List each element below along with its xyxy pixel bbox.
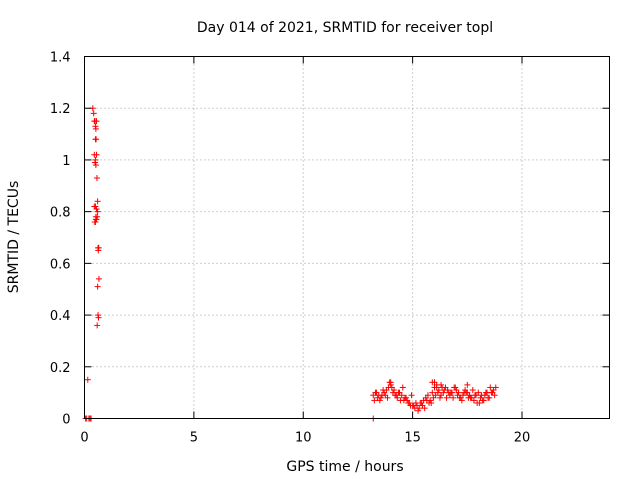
data-point — [394, 394, 401, 401]
grid — [84, 56, 610, 419]
y-tick-label: 0.2 — [50, 361, 71, 376]
data-point — [459, 392, 466, 399]
data-point — [376, 397, 383, 404]
data-point — [461, 389, 468, 396]
data-point — [452, 384, 459, 391]
y-tick-label: 1.4 — [50, 51, 71, 66]
data-point — [436, 394, 443, 401]
data-point — [398, 392, 405, 399]
data-point — [93, 118, 100, 125]
data-point — [92, 159, 98, 166]
data-point — [464, 381, 471, 388]
data-point — [397, 397, 404, 404]
data-point — [84, 376, 91, 383]
data-point — [417, 399, 424, 406]
data-point — [395, 389, 402, 396]
data-point — [95, 314, 102, 321]
y-axis-label: SRMTID / TECUs — [6, 181, 22, 294]
y-tick-label: 0.8 — [50, 206, 71, 221]
data-point — [387, 379, 394, 386]
data-point — [430, 394, 437, 401]
data-point — [440, 389, 447, 396]
data-point — [391, 387, 398, 394]
data-point — [94, 208, 101, 215]
data-point — [94, 198, 101, 205]
data-point — [90, 110, 97, 117]
data-points — [82, 105, 499, 422]
data-point — [478, 392, 485, 399]
data-point — [475, 389, 482, 396]
data-point — [474, 399, 481, 406]
data-point — [95, 247, 102, 254]
data-point — [433, 384, 440, 391]
data-point — [443, 394, 450, 401]
data-point — [429, 389, 436, 396]
data-point — [426, 399, 433, 406]
data-point — [91, 203, 98, 210]
x-tick-label: 15 — [404, 431, 421, 446]
data-point — [382, 392, 389, 399]
data-point — [439, 384, 446, 391]
y-tick-label: 0.6 — [50, 257, 71, 272]
data-point — [431, 379, 438, 386]
x-tick-label: 0 — [80, 431, 88, 446]
data-point — [424, 392, 431, 399]
data-point — [377, 394, 384, 401]
data-point — [482, 389, 489, 396]
data-point — [455, 389, 462, 396]
chart-title: Day 014 of 2021, SRMTID for receiver top… — [197, 20, 493, 36]
data-point — [491, 392, 498, 399]
y-tick-label: 1 — [62, 154, 70, 169]
data-point — [399, 384, 406, 391]
plot-area-frame — [84, 56, 610, 419]
data-point — [371, 397, 378, 404]
x-axis-label: GPS time / hours — [286, 459, 403, 475]
y-tick-label: 0.4 — [50, 309, 71, 324]
data-point — [92, 218, 99, 225]
data-point — [434, 389, 441, 396]
data-point — [93, 136, 100, 143]
x-tick-label: 5 — [190, 431, 198, 446]
data-point — [492, 384, 499, 391]
data-point — [93, 216, 100, 223]
data-point — [373, 389, 380, 396]
data-point — [416, 405, 423, 412]
data-point — [415, 407, 422, 414]
data-point — [94, 283, 101, 290]
data-point — [447, 389, 454, 396]
data-point — [93, 151, 100, 158]
data-point — [408, 392, 415, 399]
y-tick-label: 0 — [62, 413, 70, 428]
x-tick-label: 20 — [514, 431, 531, 446]
data-point — [438, 381, 445, 388]
data-point — [404, 397, 411, 404]
x-tick-label: 10 — [295, 431, 312, 446]
data-point — [92, 125, 99, 132]
data-point — [92, 162, 99, 169]
data-point — [380, 387, 387, 394]
data-point — [487, 384, 494, 391]
data-point — [92, 213, 99, 220]
axis-ticks: 0 0.2 0.4 0.6 0.8 1 1.2 1.4 0 5 10 15 20 — [50, 51, 610, 446]
data-point — [469, 387, 476, 394]
data-point — [421, 405, 428, 412]
data-point — [456, 394, 463, 401]
data-point — [450, 394, 457, 401]
data-point — [480, 397, 487, 404]
y-tick-label: 1.2 — [50, 102, 71, 117]
data-point — [471, 392, 478, 399]
data-point — [465, 394, 472, 401]
data-point — [95, 275, 102, 282]
data-point — [485, 394, 492, 401]
data-point — [470, 397, 477, 404]
data-point — [93, 175, 100, 182]
data-point — [94, 322, 101, 329]
